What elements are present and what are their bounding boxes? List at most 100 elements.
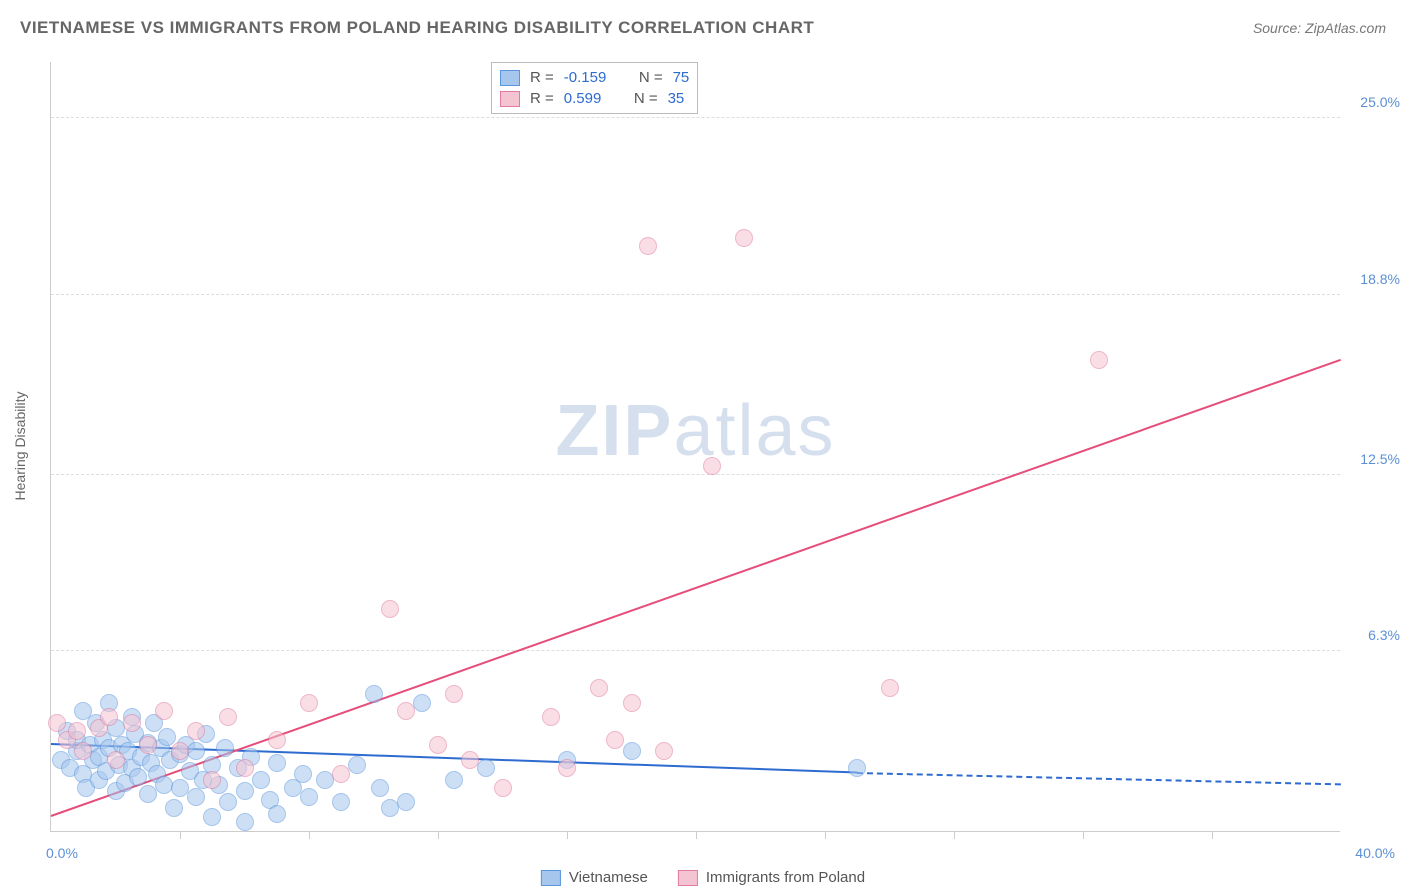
correlation-stats-box: R = -0.159 N = 75R = 0.599 N = 35 — [491, 62, 698, 114]
data-point — [236, 782, 254, 800]
gridline — [51, 474, 1340, 475]
y-tick-label: 12.5% — [1360, 451, 1400, 467]
x-tick — [696, 831, 697, 839]
x-tick — [825, 831, 826, 839]
data-point — [371, 779, 389, 797]
x-tick — [309, 831, 310, 839]
x-axis-max-label: 40.0% — [1355, 845, 1395, 861]
data-point — [48, 714, 66, 732]
chart-title: VIETNAMESE VS IMMIGRANTS FROM POLAND HEA… — [20, 18, 814, 38]
data-point — [68, 722, 86, 740]
data-point — [155, 776, 173, 794]
data-point — [461, 751, 479, 769]
series-swatch — [500, 70, 520, 86]
data-point — [881, 679, 899, 697]
data-point — [268, 754, 286, 772]
legend-swatch — [541, 870, 561, 886]
data-point — [558, 759, 576, 777]
data-point — [187, 722, 205, 740]
data-point — [590, 679, 608, 697]
data-point — [187, 742, 205, 760]
data-point — [74, 742, 92, 760]
n-value: 35 — [668, 90, 685, 107]
data-point — [542, 708, 560, 726]
gridline — [51, 650, 1340, 651]
data-point — [123, 714, 141, 732]
data-point — [606, 731, 624, 749]
y-tick-label: 18.8% — [1360, 271, 1400, 287]
x-tick — [1083, 831, 1084, 839]
series-swatch — [500, 91, 520, 107]
x-tick — [438, 831, 439, 839]
gridline — [51, 294, 1340, 295]
legend-swatch — [678, 870, 698, 886]
data-point — [171, 742, 189, 760]
x-tick — [180, 831, 181, 839]
data-point — [219, 793, 237, 811]
data-point — [332, 765, 350, 783]
data-point — [1090, 351, 1108, 369]
data-point — [848, 759, 866, 777]
r-label: R = — [530, 69, 554, 86]
stats-row: R = -0.159 N = 75 — [500, 67, 689, 88]
data-point — [300, 694, 318, 712]
data-point — [445, 771, 463, 789]
data-point — [445, 685, 463, 703]
legend-item: Vietnamese — [541, 869, 648, 886]
data-point — [268, 805, 286, 823]
y-tick-label: 6.3% — [1368, 627, 1400, 643]
data-point — [413, 694, 431, 712]
legend-item: Immigrants from Poland — [678, 869, 865, 886]
r-value: 0.599 — [564, 90, 602, 107]
data-point — [623, 694, 641, 712]
data-point — [203, 808, 221, 826]
stats-row: R = 0.599 N = 35 — [500, 88, 689, 109]
data-point — [165, 799, 183, 817]
n-value: 75 — [673, 69, 690, 86]
y-axis-label: Hearing Disability — [12, 392, 28, 501]
data-point — [655, 742, 673, 760]
regression-line — [51, 359, 1342, 817]
data-point — [639, 237, 657, 255]
source-attribution: Source: ZipAtlas.com — [1253, 20, 1386, 36]
data-point — [735, 229, 753, 247]
data-point — [703, 457, 721, 475]
regression-line-extrapolated — [857, 772, 1341, 785]
y-tick-label: 25.0% — [1360, 94, 1400, 110]
data-point — [236, 813, 254, 831]
data-point — [397, 702, 415, 720]
data-point — [397, 793, 415, 811]
watermark: ZIPatlas — [555, 390, 835, 472]
data-point — [623, 742, 641, 760]
x-axis-min-label: 0.0% — [46, 845, 78, 861]
plot-area: ZIPatlas R = -0.159 N = 75R = 0.599 N = … — [50, 62, 1340, 832]
gridline — [51, 117, 1340, 118]
data-point — [252, 771, 270, 789]
data-point — [203, 771, 221, 789]
data-point — [139, 736, 157, 754]
data-point — [477, 759, 495, 777]
x-tick — [954, 831, 955, 839]
data-point — [187, 788, 205, 806]
r-value: -0.159 — [564, 69, 607, 86]
data-point — [494, 779, 512, 797]
data-point — [219, 708, 237, 726]
data-point — [216, 739, 234, 757]
x-tick — [1212, 831, 1213, 839]
data-point — [155, 702, 173, 720]
legend: Vietnamese Immigrants from Poland — [541, 869, 865, 886]
data-point — [365, 685, 383, 703]
data-point — [100, 708, 118, 726]
data-point — [381, 600, 399, 618]
data-point — [139, 785, 157, 803]
data-point — [294, 765, 312, 783]
data-point — [129, 768, 147, 786]
n-label: N = — [639, 69, 663, 86]
data-point — [429, 736, 447, 754]
data-point — [332, 793, 350, 811]
legend-label: Immigrants from Poland — [706, 869, 865, 886]
data-point — [300, 788, 318, 806]
n-label: N = — [634, 90, 658, 107]
x-tick — [567, 831, 568, 839]
data-point — [107, 751, 125, 769]
